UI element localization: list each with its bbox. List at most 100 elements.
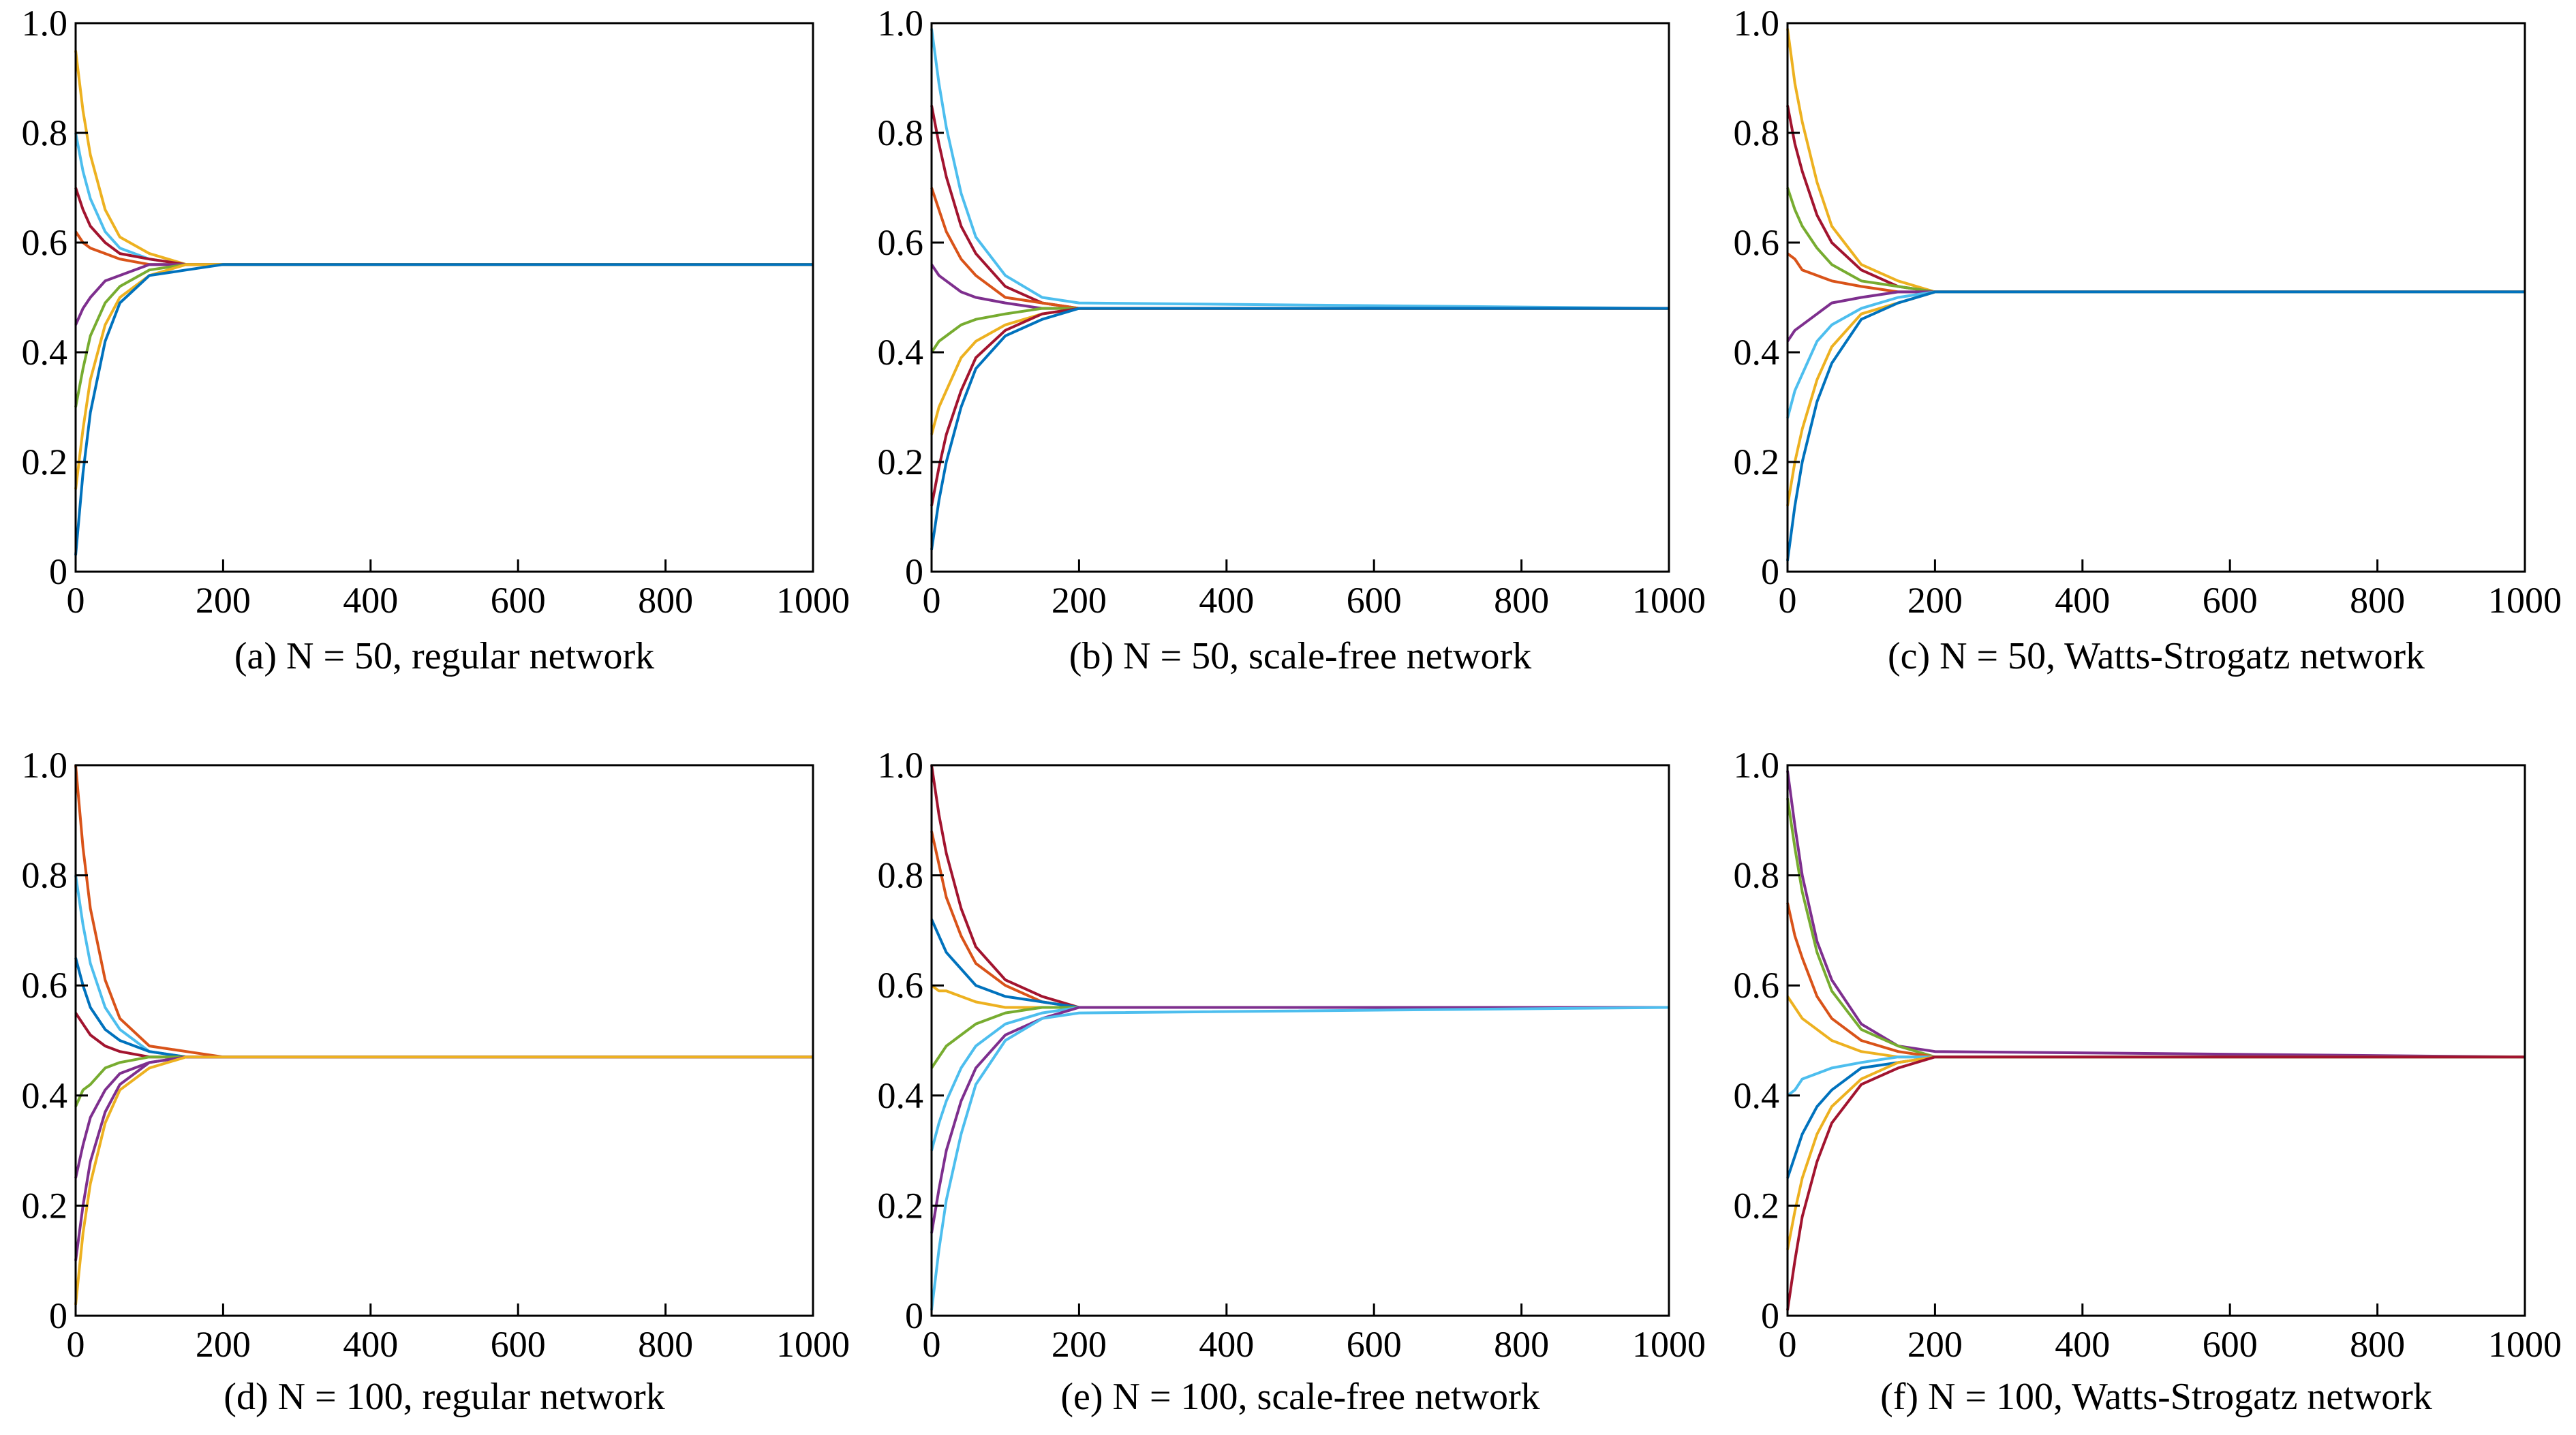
series-line bbox=[930, 307, 1669, 506]
x-tick-label: 0 bbox=[923, 1324, 941, 1365]
series-line bbox=[74, 50, 813, 266]
x-tick-label: 600 bbox=[491, 1324, 546, 1365]
x-tick-label: 1000 bbox=[1632, 1324, 1706, 1365]
series-line bbox=[1786, 105, 2525, 294]
y-tick-label: 0.4 bbox=[1734, 332, 1780, 373]
x-tick-label: 0 bbox=[67, 580, 85, 621]
y-tick-label: 0.6 bbox=[878, 222, 924, 263]
series-line bbox=[74, 1055, 813, 1107]
series-line bbox=[1786, 770, 2526, 1059]
series-line bbox=[1786, 28, 2525, 294]
series-line bbox=[930, 28, 1670, 310]
x-tick-label: 200 bbox=[1907, 1324, 1963, 1365]
x-tick-label: 1000 bbox=[2488, 580, 2562, 621]
series-line bbox=[74, 1055, 813, 1306]
y-tick-label: 0.8 bbox=[1734, 112, 1780, 153]
x-tick-label: 800 bbox=[1494, 1324, 1549, 1365]
series-line bbox=[74, 263, 813, 556]
panel-caption: (c) N = 50, Watts-Strogatz network bbox=[1888, 635, 2425, 677]
x-tick-label: 200 bbox=[196, 580, 251, 621]
series-line bbox=[74, 957, 813, 1059]
series-line bbox=[930, 187, 1669, 310]
x-tick-label: 200 bbox=[1052, 580, 1107, 621]
axes-box bbox=[930, 764, 1670, 1317]
x-tick-label: 800 bbox=[638, 580, 693, 621]
y-tick-label: 0.6 bbox=[878, 965, 924, 1006]
y-tick-label: 1.0 bbox=[1734, 745, 1780, 786]
series-line bbox=[74, 263, 813, 490]
series-line bbox=[74, 230, 813, 266]
y-tick-label: 0.2 bbox=[878, 442, 924, 482]
series-line bbox=[930, 1006, 1670, 1311]
y-tick-label: 0.8 bbox=[22, 855, 68, 896]
y-tick-label: 1.0 bbox=[878, 745, 924, 786]
y-tick-label: 1.0 bbox=[22, 3, 68, 44]
series-line bbox=[930, 307, 1669, 354]
series-line bbox=[930, 919, 1669, 1009]
series-line bbox=[1786, 996, 2525, 1059]
y-tick-label: 0.2 bbox=[22, 1185, 68, 1226]
y-tick-label: 0 bbox=[905, 1295, 923, 1336]
axes-box bbox=[1786, 22, 2526, 573]
x-tick-label: 0 bbox=[1779, 580, 1797, 621]
x-tick-label: 800 bbox=[1494, 580, 1549, 621]
y-tick-label: 0.8 bbox=[878, 112, 924, 153]
series-line bbox=[74, 132, 813, 266]
y-tick-label: 0.2 bbox=[22, 442, 68, 482]
x-tick-label: 800 bbox=[2350, 580, 2405, 621]
series-line bbox=[1786, 187, 2525, 294]
series-line bbox=[74, 1055, 813, 1261]
panel-caption: (f) N = 100, Watts-Strogatz network bbox=[1880, 1376, 2432, 1418]
panel-caption: (a) N = 50, regular network bbox=[234, 635, 654, 677]
panel-caption: (e) N = 100, scale-free network bbox=[1060, 1376, 1539, 1418]
y-tick-label: 0 bbox=[49, 1295, 67, 1336]
series-line bbox=[1786, 1055, 2525, 1250]
y-tick-label: 0.2 bbox=[878, 1185, 924, 1226]
y-tick-label: 0.4 bbox=[878, 332, 924, 373]
series-line bbox=[74, 263, 813, 407]
series-line bbox=[930, 1006, 1669, 1069]
x-tick-label: 800 bbox=[638, 1324, 693, 1365]
series-line bbox=[1786, 1055, 2525, 1097]
axes-box bbox=[74, 22, 814, 573]
y-tick-label: 0.8 bbox=[22, 112, 68, 153]
x-tick-label: 0 bbox=[1779, 1324, 1797, 1365]
x-tick-label: 0 bbox=[67, 1324, 85, 1365]
y-tick-label: 0.8 bbox=[878, 855, 924, 896]
x-tick-label: 1000 bbox=[1632, 580, 1706, 621]
y-tick-label: 1.0 bbox=[878, 3, 924, 44]
series-line bbox=[930, 307, 1669, 551]
series-line bbox=[1786, 798, 2525, 1059]
series-line bbox=[930, 105, 1669, 310]
y-tick-label: 0.4 bbox=[22, 1075, 68, 1116]
y-tick-label: 0.4 bbox=[22, 332, 68, 373]
axes-box bbox=[74, 764, 814, 1317]
y-tick-label: 0.4 bbox=[1734, 1075, 1780, 1116]
y-tick-label: 0 bbox=[905, 551, 923, 592]
x-tick-label: 200 bbox=[1907, 580, 1963, 621]
panel-caption: (b) N = 50, scale-free network bbox=[1069, 635, 1531, 677]
x-tick-label: 600 bbox=[491, 580, 546, 621]
x-tick-label: 1000 bbox=[776, 580, 850, 621]
y-tick-label: 0.4 bbox=[878, 1075, 924, 1116]
y-tick-label: 0.6 bbox=[22, 222, 68, 263]
series-line bbox=[1786, 290, 2525, 343]
y-tick-label: 1.0 bbox=[22, 745, 68, 786]
x-tick-label: 400 bbox=[1199, 580, 1254, 621]
x-tick-label: 400 bbox=[343, 1324, 398, 1365]
x-tick-label: 400 bbox=[2055, 580, 2110, 621]
y-tick-label: 0.6 bbox=[1734, 965, 1780, 1006]
series-line bbox=[74, 187, 813, 266]
axes-box bbox=[1786, 764, 2526, 1317]
series-line bbox=[1786, 1055, 2525, 1311]
series-line bbox=[74, 765, 813, 1059]
y-tick-label: 0 bbox=[1761, 1295, 1779, 1336]
x-tick-label: 400 bbox=[2055, 1324, 2110, 1365]
y-tick-label: 0.8 bbox=[1734, 855, 1780, 896]
x-tick-label: 0 bbox=[923, 580, 941, 621]
x-tick-label: 1000 bbox=[2488, 1324, 2562, 1365]
series-line bbox=[1786, 1055, 2525, 1179]
series-line bbox=[930, 765, 1669, 1009]
series-line bbox=[1786, 290, 2525, 506]
x-tick-label: 600 bbox=[2203, 1324, 2258, 1365]
